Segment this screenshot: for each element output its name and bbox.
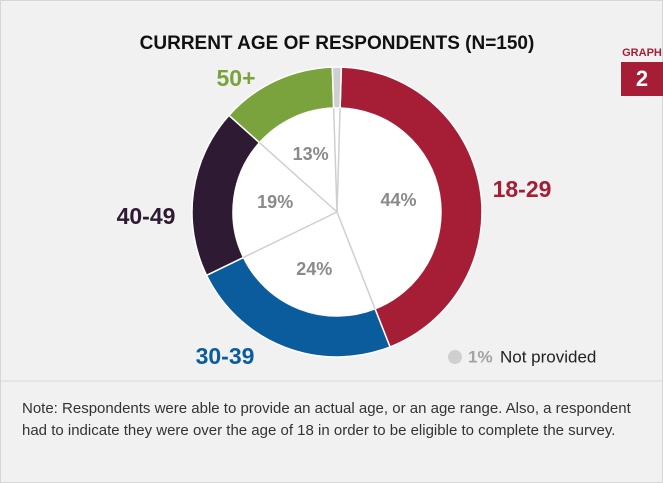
category-label: Not provided — [500, 347, 596, 366]
category-label: 40-49 — [117, 203, 176, 229]
slice-divider — [258, 142, 338, 213]
value-label: 1% — [468, 347, 493, 366]
category-label: 30-39 — [196, 343, 255, 369]
category-label: 18-29 — [493, 176, 552, 202]
donut-segment — [331, 66, 343, 109]
note: Note: Respondents were able to provide a… — [22, 400, 631, 439]
badge-number: 2 — [636, 66, 648, 91]
slice-divider — [336, 211, 376, 310]
badge-label: GRAPH — [622, 47, 662, 59]
chart-title: CURRENT AGE OF RESPONDENTS (N=150) — [140, 33, 535, 54]
badge-box — [621, 62, 663, 96]
slice-divider — [332, 108, 338, 213]
legend-dot — [448, 350, 462, 364]
value-label: 19% — [257, 192, 293, 212]
value-label: 24% — [296, 259, 332, 279]
slice-divider — [243, 211, 338, 259]
slice-divider — [336, 108, 341, 213]
value-label: 13% — [293, 144, 329, 164]
category-label: 50+ — [216, 65, 255, 91]
value-label: 44% — [380, 190, 416, 210]
